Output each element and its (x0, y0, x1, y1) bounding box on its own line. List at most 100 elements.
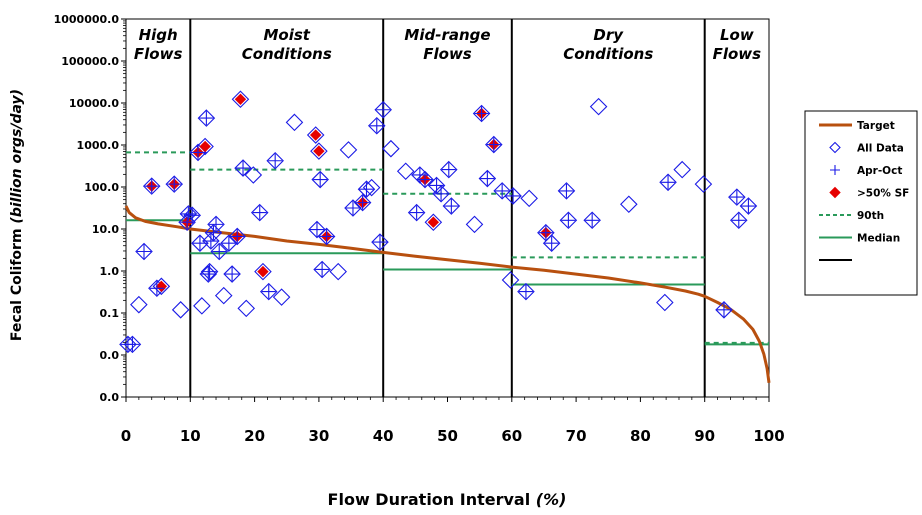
all-data-point (442, 197, 461, 215)
all-data-point (493, 182, 511, 200)
all-data-point (223, 265, 241, 283)
apr-oct-point (230, 229, 245, 244)
all-data-point (353, 193, 372, 212)
y-tick-label: 10.0 (92, 223, 119, 236)
apr-oct-point (486, 137, 501, 152)
x-axis-title: Flow Duration Interval (%) (328, 490, 567, 509)
apr-oct-point (372, 235, 387, 250)
sf-point (309, 129, 322, 141)
apr-oct-point (376, 102, 391, 117)
all-data-point (311, 170, 329, 189)
x-tick-label: 90 (694, 427, 715, 445)
all-data-point (424, 213, 443, 232)
zone-label: Flows (713, 45, 762, 63)
all-data-point (306, 126, 325, 144)
apr-oct-point (417, 172, 432, 187)
apr-oct-point (345, 201, 360, 215)
legend-swatch-all-data (829, 141, 841, 154)
all-data-point (313, 260, 331, 279)
apr-oct-point (221, 236, 236, 251)
y-tick-label: 100000.0 (61, 55, 119, 68)
sf-point (155, 280, 168, 293)
all-data-point (589, 97, 608, 116)
apr-oct-point (236, 161, 251, 176)
all-data-point (214, 286, 233, 305)
all-data-point (254, 262, 272, 281)
apr-oct-point (716, 302, 731, 317)
all-data-point (440, 160, 458, 179)
y-axis-title: Fecal Coliform (billion orgs/day) (9, 89, 25, 341)
apr-oct-point (167, 177, 182, 192)
zone-label: High (139, 26, 178, 44)
legend-swatch-apr-oct (830, 165, 840, 175)
zone-label: Flows (134, 45, 183, 63)
all-data-point (656, 293, 674, 312)
x-tick-label: 50 (437, 427, 458, 445)
all-data-point (730, 211, 748, 230)
apr-oct-point (202, 264, 217, 279)
apr-oct-point (731, 213, 746, 228)
apr-oct-point (206, 225, 221, 240)
apr-oct-point (209, 217, 224, 232)
apr-oct-point (212, 244, 227, 259)
apr-oct-point (741, 199, 756, 214)
y-tick-label: 0.0 (100, 349, 120, 362)
apr-oct-point (585, 213, 600, 228)
x-tick-label: 10 (180, 427, 201, 445)
y-axis-title-unit: (billion orgs/day) (9, 89, 25, 224)
all-data-point (715, 301, 733, 319)
apr-oct-point (199, 111, 214, 126)
all-data-point (272, 288, 291, 306)
all-data-point (210, 242, 229, 261)
y-tick-label: 1.0 (100, 265, 120, 278)
all-data-point (694, 175, 713, 193)
legend-swatch-sf (829, 186, 841, 199)
all-data-point (119, 335, 137, 354)
all-data-point (220, 234, 238, 252)
apr-oct-point (729, 190, 744, 205)
all-data-point (396, 162, 415, 181)
legend-box (804, 110, 918, 296)
apr-oct-point (369, 118, 384, 133)
apr-oct-point (538, 225, 553, 240)
all-data-point (183, 206, 202, 225)
plot-area (125, 18, 770, 398)
all-data-point (542, 234, 561, 252)
plot-frame (125, 18, 770, 398)
all-data-point (259, 282, 278, 301)
all-data-point (367, 116, 386, 135)
all-data-point (135, 242, 153, 261)
legend-label: Median (857, 233, 900, 245)
apr-oct-point (434, 186, 449, 201)
x-tick-label: 0 (121, 427, 131, 445)
all-data-point (244, 166, 263, 184)
all-data-point (231, 90, 250, 109)
apr-oct-point (192, 236, 207, 251)
x-axis-title-text: Flow Duration Interval (328, 490, 531, 509)
all-data-point (152, 277, 171, 296)
apr-oct-point (309, 222, 324, 237)
all-data-point (357, 180, 376, 198)
apr-oct-point (319, 229, 334, 244)
all-data-point (197, 109, 216, 127)
all-data-point (659, 173, 677, 192)
apr-oct-point (480, 171, 495, 186)
legend-label: 90th (857, 210, 884, 222)
apr-oct-point (518, 284, 533, 299)
sf-point (427, 216, 440, 228)
apr-oct-point (409, 205, 424, 220)
apr-oct-point (252, 205, 267, 220)
target-line (124, 205, 771, 383)
all-data-point (557, 182, 576, 200)
zone-label: Moist (264, 26, 311, 44)
apr-oct-point (661, 175, 676, 190)
all-data-point (485, 135, 503, 154)
reference-lines (126, 151, 769, 346)
all-data-point (317, 227, 336, 246)
all-data-point (728, 188, 746, 206)
y-tick-label: 0.0 (100, 391, 120, 404)
zone-label: Conditions (563, 45, 653, 63)
all-data-point (371, 233, 389, 251)
legend-label: All Data (857, 143, 904, 155)
zone-label: Mid-range (404, 26, 490, 44)
